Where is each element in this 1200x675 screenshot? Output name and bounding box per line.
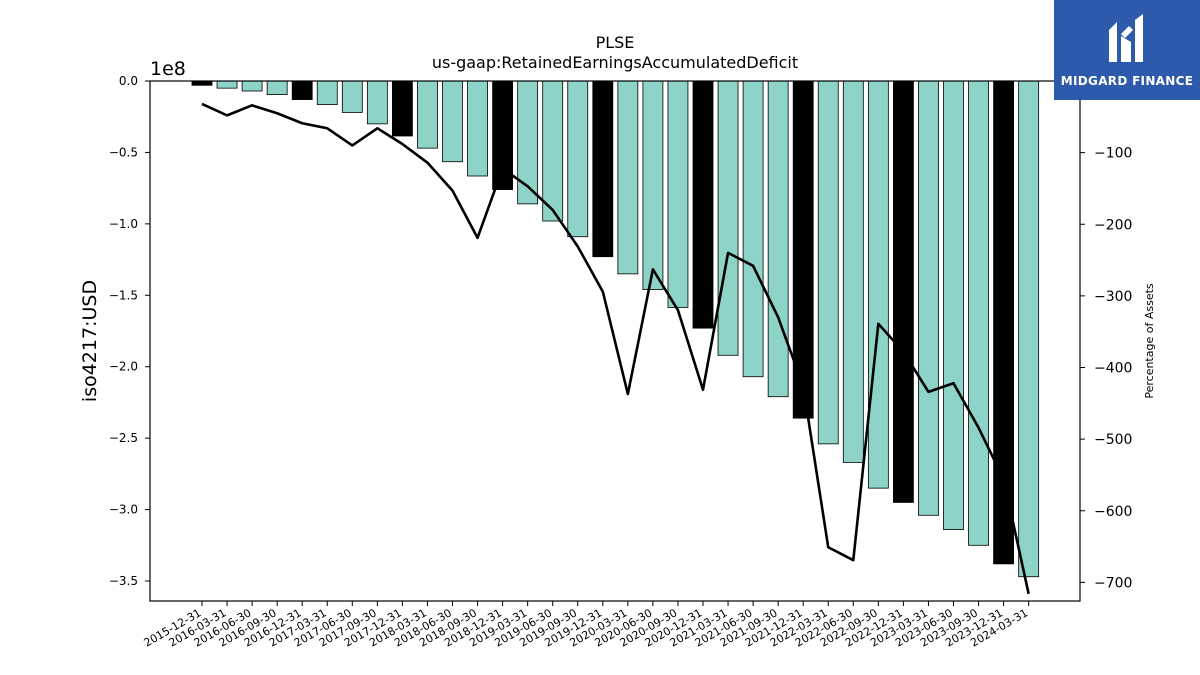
bar-2023-09-30 [968, 80, 989, 546]
y-axis-right: −100 −200 −300 −400 −500 −600 −700 [1080, 146, 1132, 591]
y2-tick-label: −500 [1094, 432, 1132, 448]
plot-frame [149, 80, 1081, 602]
y-tick-label: −3.0 [109, 503, 138, 517]
bar-2020-09-30 [667, 80, 689, 308]
bar-2020-12-31 [692, 80, 714, 329]
y-axis-label: iso4217:USD [79, 280, 101, 402]
bar-2019-12-31 [592, 80, 614, 258]
bar-2022-06-30 [842, 80, 864, 463]
bar-2021-03-31 [717, 80, 739, 356]
bar-2019-06-30 [542, 80, 564, 222]
bar-2022-09-30 [867, 80, 889, 489]
y2-tick-label: −400 [1094, 361, 1132, 377]
brand-logo: MIDGARD FINANCE [1054, 0, 1200, 100]
bar-2021-06-30 [742, 80, 764, 378]
y2-tick-label: −700 [1094, 575, 1132, 591]
brand-name: MIDGARD FINANCE [1060, 74, 1194, 88]
line-percentage-of-assets [201, 102, 1030, 595]
y-tick-label: −2.0 [109, 360, 138, 374]
y-tick-label: −1.0 [109, 217, 138, 231]
bar-2016-12-31 [291, 80, 313, 100]
y-tick-label: 0.0 [119, 74, 138, 88]
brand-mark-icon [1109, 14, 1143, 62]
bar-2022-03-31 [817, 80, 839, 445]
bar-2018-03-31 [417, 80, 438, 149]
bar-2017-09-30 [366, 80, 388, 125]
bar-2022-12-31 [893, 80, 914, 503]
y-offset-label: 1e8 [150, 58, 186, 80]
y-axis-left: 0.0 −0.5 −1.0 −1.5 −2.0 −2.5 −3.0 −3.5 [109, 74, 150, 588]
line-group [201, 102, 1030, 595]
chart-title: PLSE [596, 33, 635, 52]
bar-2021-09-30 [767, 80, 789, 398]
bar-2020-06-30 [642, 80, 664, 290]
bar-2017-12-31 [391, 80, 413, 137]
bar-2023-03-31 [918, 80, 939, 516]
bar-2018-06-30 [442, 80, 463, 163]
x-axis: 2015-12-312016-03-312016-06-302016-09-30… [142, 601, 1030, 650]
bar-2016-03-31 [216, 80, 238, 89]
y-tick-label: −1.5 [109, 288, 138, 302]
y-tick-label: −0.5 [109, 145, 138, 159]
y2-tick-label: −300 [1094, 289, 1132, 305]
bar-2016-09-30 [266, 80, 288, 95]
y-tick-label: −2.5 [109, 431, 138, 445]
bar-2019-09-30 [567, 80, 589, 238]
bar-2016-06-30 [241, 80, 263, 92]
y-tick-label: −3.5 [109, 574, 138, 588]
bar-2023-06-30 [943, 80, 964, 530]
y2-tick-label: −100 [1094, 146, 1132, 162]
bar-2024-03-31 [1018, 80, 1040, 578]
bar-2018-09-30 [467, 80, 488, 177]
bar-2015-12-31 [191, 80, 213, 86]
bar-2017-03-31 [316, 80, 338, 105]
y2-tick-label: −200 [1094, 217, 1132, 233]
bar-group [191, 80, 1040, 578]
y2-axis-label: Percentage of Assets [1143, 283, 1156, 399]
bar-2020-03-31 [617, 80, 639, 275]
y2-tick-label: −600 [1094, 504, 1132, 520]
chart-subtitle: us-gaap:RetainedEarningsAccumulatedDefic… [432, 53, 798, 72]
bar-2017-06-30 [341, 80, 363, 113]
bar-2023-12-31 [993, 80, 1014, 565]
